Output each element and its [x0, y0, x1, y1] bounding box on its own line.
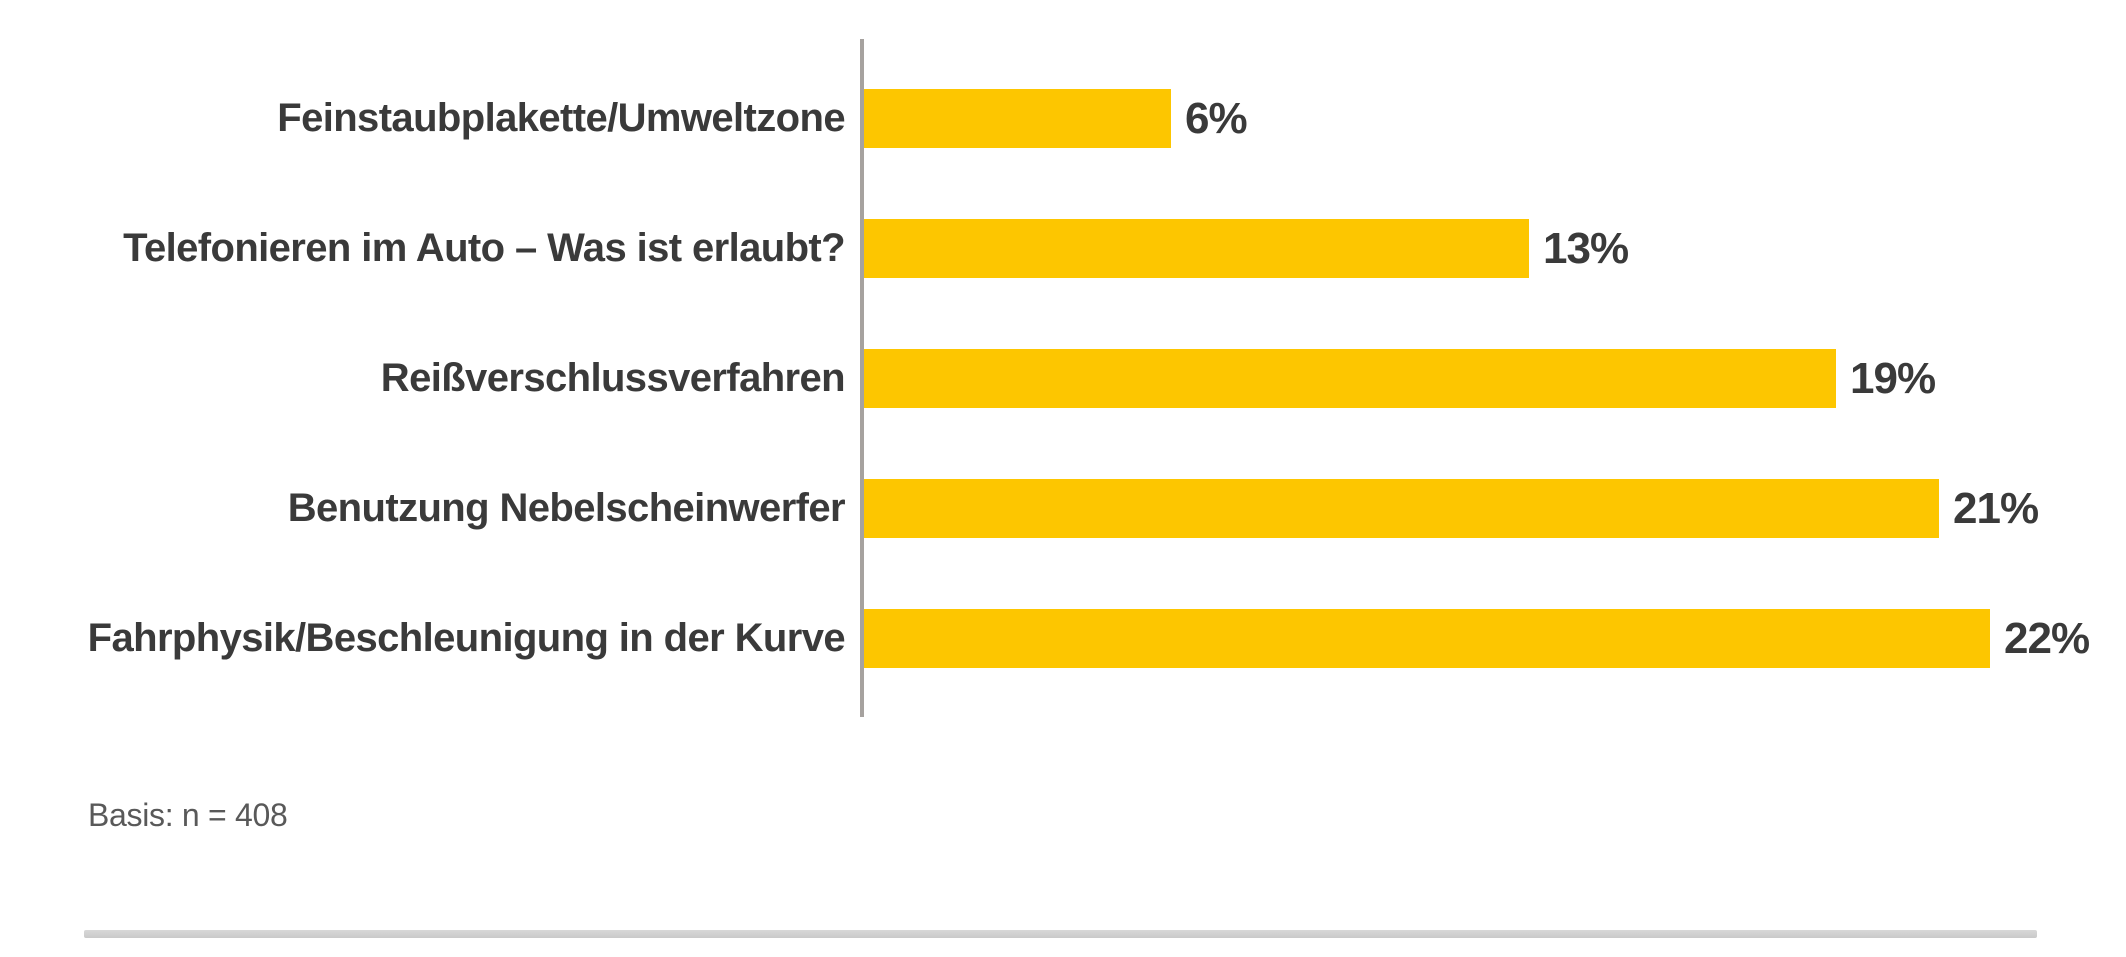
value-label: 21% [1953, 484, 2039, 533]
bottom-divider [84, 930, 2037, 938]
y-axis-line [860, 39, 864, 717]
bar-row: Feinstaubplakette/Umweltzone 6% [0, 89, 2126, 148]
basis-note: Basis: n = 408 [88, 797, 288, 833]
category-label: Telefonieren im Auto – Was ist erlaubt? [123, 226, 846, 270]
value-label: 19% [1850, 354, 1936, 403]
bar [864, 349, 1836, 408]
category-label: Fahrphysik/Beschleunigung in der Kurve [87, 616, 846, 660]
bar-row: Telefonieren im Auto – Was ist erlaubt? 1… [0, 219, 2126, 278]
category-label: Reißverschlussverfahren [380, 356, 846, 400]
bar-row: Benutzung Nebelscheinwerfer 21% [0, 479, 2126, 538]
bar-row: Reißverschlussverfahren 19% [0, 349, 2126, 408]
value-label: 13% [1543, 224, 1629, 273]
bar [864, 89, 1171, 148]
bar-row: Fahrphysik/Beschleunigung in der Kurve 22… [0, 609, 2126, 668]
bar [864, 609, 1990, 668]
bar [864, 479, 1939, 538]
category-label: Benutzung Nebelscheinwerfer [287, 486, 846, 530]
value-label: 6% [1185, 94, 1248, 143]
bar [864, 219, 1529, 278]
value-label: 22% [2004, 614, 2090, 663]
category-label: Feinstaubplakette/Umweltzone [277, 96, 845, 140]
